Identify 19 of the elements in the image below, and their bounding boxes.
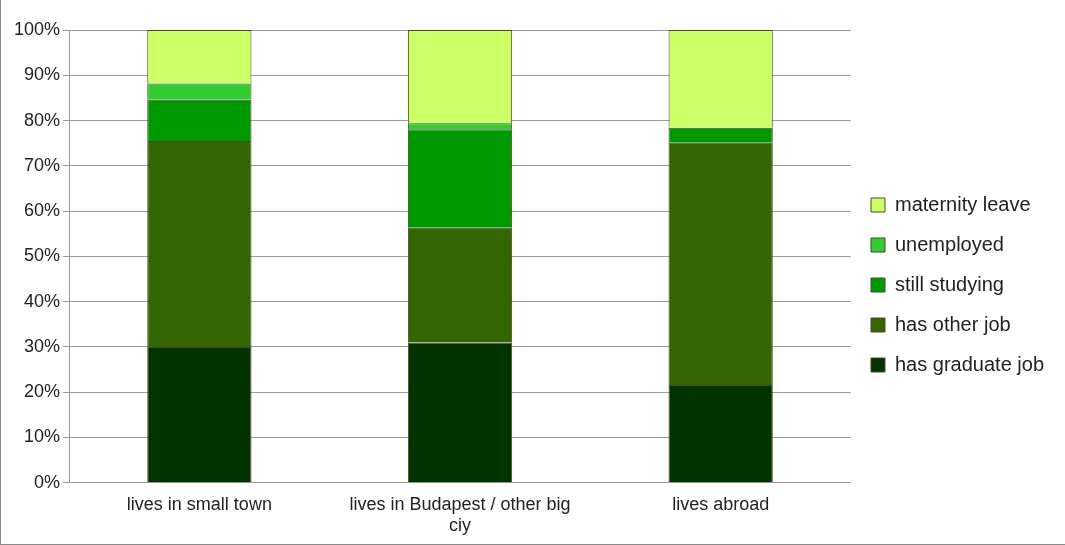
y-tick-label: 20% bbox=[24, 381, 61, 402]
y-tick-label: 70% bbox=[24, 154, 61, 175]
y-tick-label: 30% bbox=[24, 335, 61, 356]
x-tick-label: lives in small town bbox=[126, 493, 272, 514]
y-tick-label: 10% bbox=[24, 426, 61, 447]
y-tick-label: 50% bbox=[24, 245, 61, 266]
legend-label: has other job bbox=[895, 312, 1011, 335]
x-tick-label: lives in Budapest / other big ciy bbox=[349, 493, 571, 536]
legend-label: has graduate job bbox=[895, 352, 1045, 375]
y-tick-label: 90% bbox=[24, 64, 61, 85]
y-tick-label: 80% bbox=[24, 109, 61, 130]
legend-label: maternity leave bbox=[895, 192, 1031, 215]
y-tick-label: 100% bbox=[13, 18, 61, 39]
legend-label: still studying bbox=[895, 272, 1004, 295]
y-tick-label: 60% bbox=[24, 200, 61, 221]
legend-label: unemployed bbox=[895, 232, 1004, 255]
y-tick-label: 0% bbox=[34, 471, 61, 492]
y-tick-label: 40% bbox=[24, 290, 61, 311]
x-tick-label: lives abroad bbox=[672, 493, 770, 514]
